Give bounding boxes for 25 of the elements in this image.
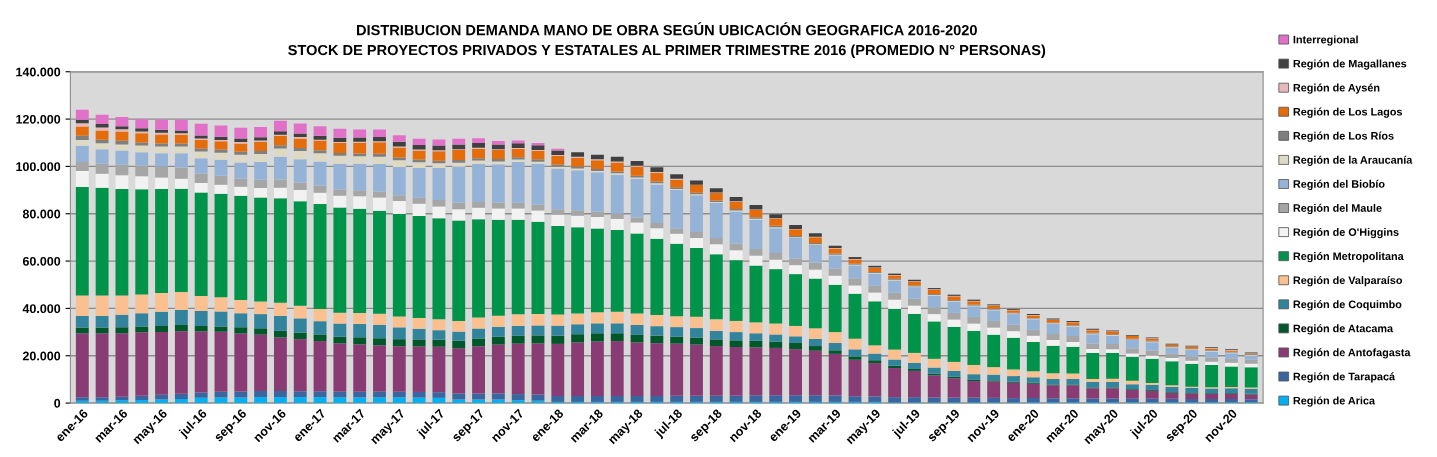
legend-label: Región del Biobío [1293,179,1385,190]
y-tick-label: 20.000 [22,351,61,361]
y-tick-label: 100.000 [16,162,61,172]
legend-label: Región de O'Higgins [1293,227,1399,239]
legend-label: Región de Magallanes [1293,59,1407,70]
y-tick-label: 0 [54,398,61,408]
chart-title: DISTRIBUCION DEMANDA MANO DE OBRA SEGÚN UBICACIÓN GEOGRAFICA 2016-2020 STOCK DE PROYECTOS PRIVADOS Y ESTATALES AL PRIMER TRIMESTRE 2016 (PROMEDIO N° PERSONAS) [288,22,1046,59]
legend-label: Región de Aysén [1293,83,1380,94]
legend-label: Interregional [1293,35,1358,46]
y-tick-label: 60.000 [22,256,61,266]
legend-label: Región de Coquimbo [1293,300,1402,311]
legend-label: Región de Antofagasta [1293,348,1411,359]
y-tick-label: 40.000 [22,304,61,314]
legend-label: Región de Los Lagos [1293,107,1403,118]
legend-label: Región de Tarapacá [1293,372,1396,383]
legend-label: Región de la Araucanía [1293,155,1413,166]
legend-label: Región Metropolitana [1293,251,1404,263]
y-tick-label: 140.000 [16,67,61,77]
legend-label: Región de Atacama [1293,324,1394,335]
legend-label: Región de Valparaíso [1293,276,1403,287]
y-tick-label: 120.000 [16,114,61,124]
legend-label: Región de Los Ríos [1293,131,1394,142]
legend-label: Región de Arica [1293,396,1376,407]
legend-label: Región del Maule [1293,203,1382,215]
y-tick-label: 80.000 [22,209,61,219]
